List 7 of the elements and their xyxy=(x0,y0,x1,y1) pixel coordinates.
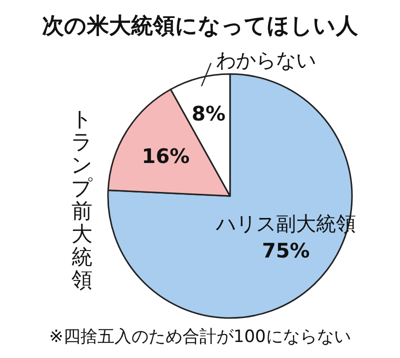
slice-label: トランプ前大統領 xyxy=(71,107,93,292)
data-label: 16% xyxy=(142,144,190,168)
data-label: 75% xyxy=(262,238,310,263)
data-label: 8% xyxy=(192,101,226,126)
chart-title: 次の米大統領になってほしい人 xyxy=(42,14,359,39)
text: ※四捨五入のため合計が100にならない xyxy=(49,327,351,347)
slice-label: わからない xyxy=(216,48,316,72)
